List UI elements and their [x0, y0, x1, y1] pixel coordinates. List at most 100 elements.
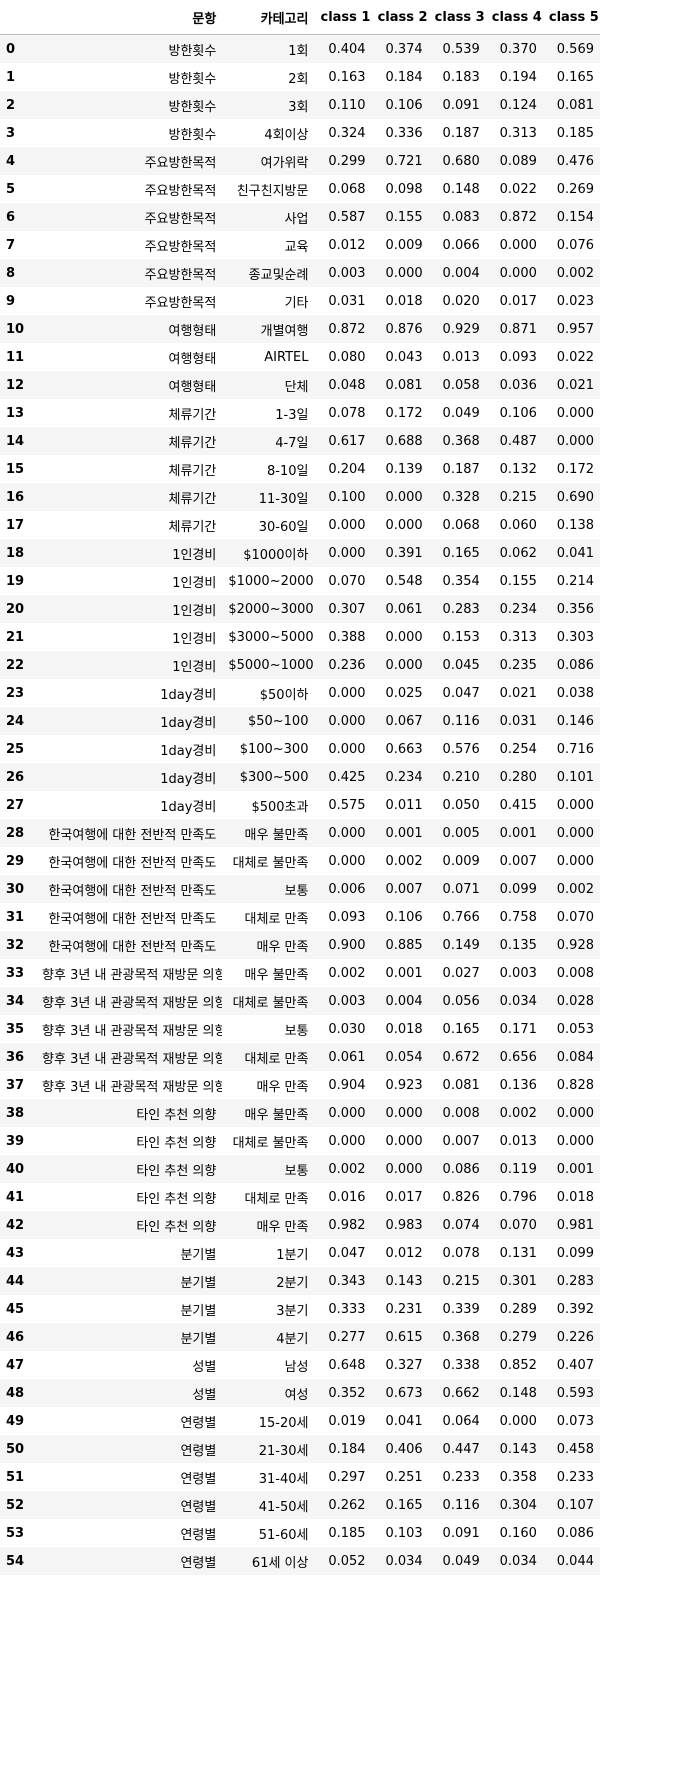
value-cell: 0.000 — [556, 433, 594, 449]
value-cell: 0.251 — [385, 1469, 423, 1485]
category-cell: 1-3일 — [275, 407, 309, 423]
value-cell: 0.000 — [385, 1133, 423, 1149]
value-cell: 0.135 — [499, 937, 537, 953]
value-cell: 0.107 — [556, 1497, 594, 1513]
value-cell: 0.006 — [328, 881, 366, 897]
value-cell: 0.000 — [556, 797, 594, 813]
row-index: 52 — [6, 1497, 25, 1513]
table-row: 15 체류기간 8-10일 0.204 0.139 0.187 0.132 0.172 — [0, 455, 600, 483]
category-cell: 21-30세 — [258, 1443, 309, 1459]
row-index: 42 — [6, 1217, 25, 1233]
value-cell: 0.000 — [499, 265, 537, 281]
question-cell: 주요방한목적 — [144, 295, 217, 311]
row-index: 40 — [6, 1161, 25, 1177]
table-row: 12 여행형태 단체 0.048 0.081 0.058 0.036 0.021 — [0, 371, 600, 399]
value-cell: 0.025 — [385, 685, 423, 701]
value-cell: 0.070 — [499, 1217, 537, 1233]
category-cell: 1분기 — [276, 1247, 309, 1263]
category-cell: $2000~3000 — [228, 601, 314, 617]
question-cell: 1day경비 — [160, 799, 217, 815]
value-cell: 0.002 — [385, 853, 423, 869]
table-row: 19 1인경비 $1000~2000 0.070 0.548 0.354 0.155 0.21… — [0, 567, 600, 595]
question-cell: 한국여행에 대한 전반적 만족도 — [48, 827, 217, 843]
value-cell: 0.539 — [442, 41, 480, 57]
table-row: 42 타인 추천 의향 매우 만족 0.982 0.983 0.074 0.070 0.981 — [0, 1211, 600, 1239]
value-cell: 0.215 — [499, 489, 537, 505]
question-cell: 타인 추천 의향 — [136, 1163, 217, 1179]
table-row: 0 방한횟수 1회 0.404 0.374 0.539 0.370 0.569 — [0, 34, 600, 63]
value-cell: 0.153 — [442, 629, 480, 645]
table-row: 14 체류기간 4-7일 0.617 0.688 0.368 0.487 0.000 — [0, 427, 600, 455]
value-cell: 0.297 — [328, 1469, 366, 1485]
table-row: 27 1day경비 $500초과 0.575 0.011 0.050 0.415 0.000 — [0, 791, 600, 819]
value-cell: 0.001 — [385, 825, 423, 841]
value-cell: 0.009 — [385, 237, 423, 253]
value-cell: 0.233 — [556, 1469, 594, 1485]
question-cell: 향후 3년 내 관광목적 재방문 의향 — [42, 1079, 223, 1095]
row-index: 33 — [6, 965, 25, 981]
value-cell: 0.081 — [385, 377, 423, 393]
value-cell: 0.000 — [385, 1105, 423, 1121]
category-cell: 보통 — [284, 883, 309, 899]
question-cell: 1day경비 — [160, 715, 217, 731]
question-cell: 체류기간 — [168, 407, 217, 423]
table-row: 4 주요방한목적 여가위락 0.299 0.721 0.680 0.089 0.476 — [0, 147, 600, 175]
value-cell: 0.187 — [442, 461, 480, 477]
value-cell: 0.098 — [385, 181, 423, 197]
value-cell: 0.415 — [499, 797, 537, 813]
value-cell: 0.031 — [499, 713, 537, 729]
table-row: 6 주요방한목적 사업 0.587 0.155 0.083 0.872 0.154 — [0, 203, 600, 231]
category-cell: 61세 이상 — [251, 1555, 309, 1571]
value-cell: 0.204 — [328, 461, 366, 477]
question-cell: 1인경비 — [172, 659, 217, 675]
value-cell: 0.034 — [499, 1553, 537, 1569]
table-row: 52 연령별 41-50세 0.262 0.165 0.116 0.304 0.107 — [0, 1491, 600, 1519]
value-cell: 0.060 — [499, 517, 537, 533]
row-index: 8 — [6, 265, 16, 281]
category-cell: 사업 — [284, 211, 309, 227]
category-cell: 대체로 불만족 — [232, 995, 309, 1011]
value-cell: 0.160 — [499, 1525, 537, 1541]
row-index: 12 — [6, 377, 25, 393]
value-cell: 0.262 — [328, 1497, 366, 1513]
value-cell: 0.036 — [499, 377, 537, 393]
value-cell: 0.041 — [385, 1413, 423, 1429]
question-cell: 연령별 — [180, 1415, 217, 1431]
value-cell: 0.548 — [385, 573, 423, 589]
category-cell: 남성 — [284, 1359, 309, 1375]
value-cell: 0.648 — [328, 1357, 366, 1373]
value-cell: 0.093 — [328, 909, 366, 925]
value-cell: 0.048 — [328, 377, 366, 393]
value-cell: 0.721 — [385, 153, 423, 169]
table-row: 50 연령별 21-30세 0.184 0.406 0.447 0.143 0.458 — [0, 1435, 600, 1463]
row-index: 46 — [6, 1329, 25, 1345]
value-cell: 0.021 — [556, 377, 594, 393]
value-cell: 0.110 — [328, 97, 366, 113]
category-cell: 교육 — [284, 239, 309, 255]
value-cell: 0.099 — [556, 1245, 594, 1261]
value-cell: 0.165 — [442, 1021, 480, 1037]
value-cell: 0.680 — [442, 153, 480, 169]
value-cell: 0.338 — [442, 1357, 480, 1373]
value-cell: 0.185 — [556, 125, 594, 141]
value-cell: 0.018 — [385, 293, 423, 309]
value-cell: 0.099 — [499, 881, 537, 897]
row-index: 41 — [6, 1189, 25, 1205]
question-cell: 연령별 — [180, 1527, 217, 1543]
value-cell: 0.101 — [556, 769, 594, 785]
value-cell: 0.146 — [556, 713, 594, 729]
value-cell: 0.078 — [442, 1245, 480, 1261]
value-cell: 0.017 — [385, 1189, 423, 1205]
value-cell: 0.068 — [442, 517, 480, 533]
value-cell: 0.139 — [385, 461, 423, 477]
value-cell: 0.022 — [499, 181, 537, 197]
category-cell: 4-7일 — [275, 435, 309, 451]
row-index: 49 — [6, 1413, 25, 1429]
value-cell: 0.871 — [499, 321, 537, 337]
question-cell: 여행형태 — [168, 323, 217, 339]
value-cell: 0.872 — [499, 209, 537, 225]
value-cell: 0.575 — [328, 797, 366, 813]
value-cell: 0.690 — [556, 489, 594, 505]
category-cell: 4분기 — [276, 1331, 309, 1347]
question-cell: 주요방한목적 — [144, 211, 217, 227]
